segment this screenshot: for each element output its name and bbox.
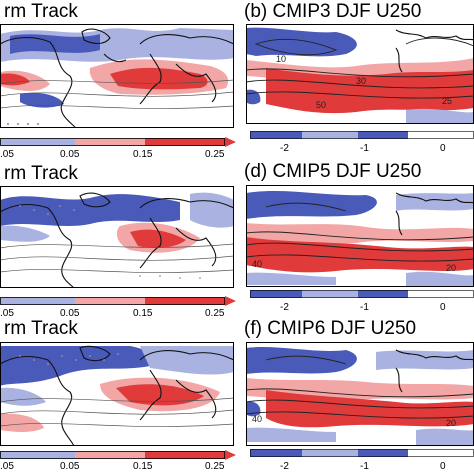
panel-f-colorbar	[250, 449, 474, 457]
panel-a-colorbar	[0, 137, 236, 147]
svg-text:40: 40	[252, 259, 262, 269]
panel-f-title: (f) CMIP6 DJF U250	[244, 318, 417, 339]
panel-b-map: 10 50 30 25	[246, 24, 474, 124]
panel-e-title: rm Track	[4, 318, 78, 339]
panel-e-colorbar	[0, 450, 236, 460]
panel-e-tick: 0.25	[205, 461, 225, 472]
panel-c-tick: 0.25	[205, 308, 225, 319]
panel-f-tick: -1	[360, 461, 369, 472]
panel-e-tick: .05	[0, 461, 14, 472]
panel-d-map: 40 20	[246, 185, 474, 287]
panel-c-colorbar	[0, 296, 236, 306]
panel-a-tick: 0.15	[133, 149, 153, 160]
panel-c-map	[0, 186, 234, 288]
panel-d-tick: 0	[440, 302, 446, 313]
panel-a-tick: 0.05	[60, 149, 80, 160]
panel-f-tick: 0	[440, 461, 446, 472]
panel-e-tick: 0.15	[133, 461, 153, 472]
svg-text:10: 10	[276, 54, 286, 64]
svg-text:20: 20	[446, 263, 456, 273]
panel-f-map: 40 20	[246, 342, 474, 446]
panel-a-tick: 0.25	[205, 149, 225, 160]
svg-text:25: 25	[442, 96, 452, 106]
panel-d-tick: -1	[360, 302, 369, 313]
svg-text:40: 40	[252, 414, 262, 424]
panel-b-title: (b) CMIP3 DJF U250	[244, 1, 422, 22]
panel-b-tick: 0	[440, 143, 446, 154]
panel-e-map	[0, 342, 234, 446]
panel-b-tick: -2	[280, 143, 289, 154]
svg-text:20: 20	[446, 418, 456, 428]
panel-a-title: rm Track	[4, 1, 78, 22]
panel-c-tick: 0.15	[133, 308, 153, 319]
panel-d-title: (d) CMIP5 DJF U250	[244, 161, 422, 182]
panel-c-tick: 0.05	[60, 308, 80, 319]
panel-a-tick: .05	[0, 149, 14, 160]
panel-c-tick: .05	[0, 308, 14, 319]
panel-a-map	[0, 24, 234, 128]
panel-c-title: rm Track	[4, 163, 78, 184]
panel-b-colorbar	[250, 131, 474, 139]
panel-e-tick: 0.05	[60, 461, 80, 472]
panel-f-tick: -2	[280, 461, 289, 472]
svg-text:50: 50	[316, 100, 326, 110]
panel-d-colorbar	[250, 290, 474, 298]
svg-text:30: 30	[356, 76, 366, 86]
panel-b-tick: -1	[360, 143, 369, 154]
panel-d-tick: -2	[280, 302, 289, 313]
